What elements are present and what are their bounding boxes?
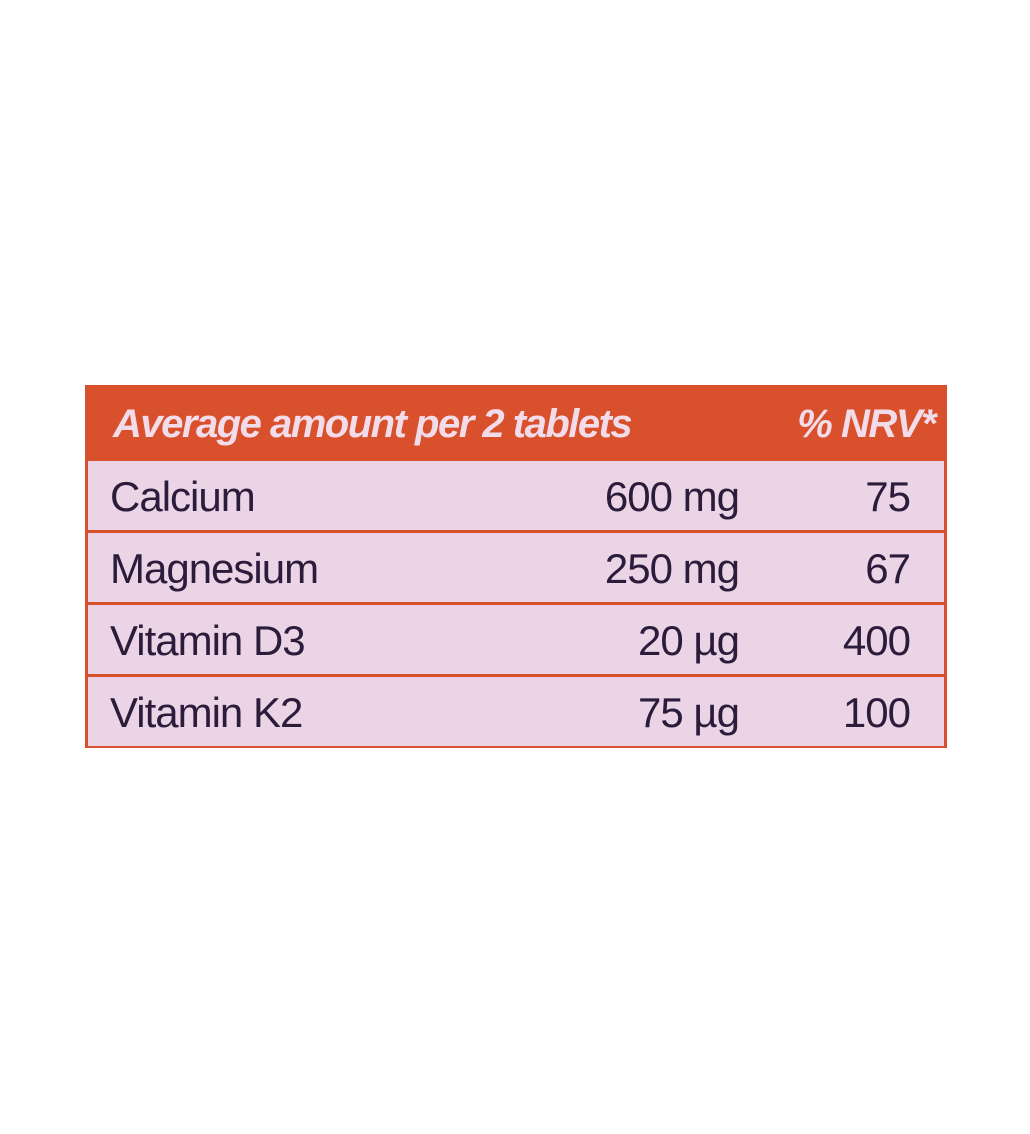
nutrient-amount: 600 mg xyxy=(604,473,740,520)
nutrient-name: Vitamin D3 xyxy=(110,617,306,664)
nutrient-amount: 20 µg xyxy=(638,617,740,664)
table-header: Average amount per 2 tablets % NRV* xyxy=(85,385,947,460)
nutrient-name: Magnesium xyxy=(110,545,319,592)
nutrient-nrv: 67 xyxy=(865,545,911,592)
nutrient-nrv: 75 xyxy=(865,473,911,520)
nutrient-amount: 250 mg xyxy=(604,545,740,592)
nutrient-amount: 75 µg xyxy=(638,689,740,736)
nutrient-name: Calcium xyxy=(110,473,256,520)
nutrient-nrv: 100 xyxy=(842,689,911,736)
table-row: Vitamin D3 20 µg 400 xyxy=(88,605,944,674)
table-row: Magnesium 250 mg 67 xyxy=(88,533,944,602)
table-row: Vitamin K2 75 µg 100 xyxy=(88,677,944,746)
header-label: Average amount per 2 tablets xyxy=(113,402,633,446)
nutrient-name: Vitamin K2 xyxy=(110,689,303,736)
table-row: Calcium 600 mg 75 xyxy=(88,461,944,530)
nutrition-table: Average amount per 2 tablets % NRV* Calc… xyxy=(85,385,947,748)
header-nrv: % NRV* xyxy=(797,402,936,446)
nutrient-nrv: 400 xyxy=(842,617,911,664)
